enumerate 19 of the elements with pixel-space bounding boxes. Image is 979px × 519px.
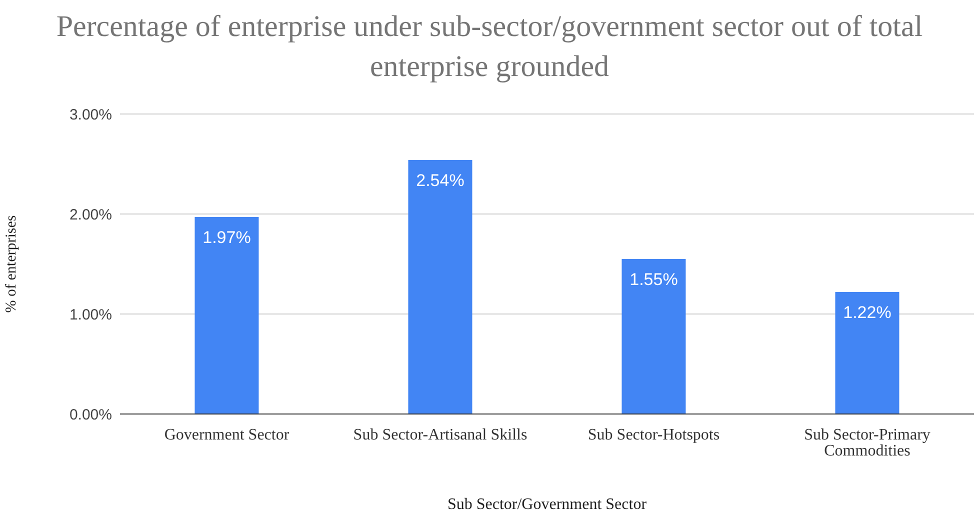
bar <box>835 292 900 414</box>
x-tick-label: Sub Sector-Hotspots <box>588 426 720 444</box>
y-axis-title: % of enterprises <box>3 215 20 313</box>
y-tick-label: 0.00% <box>69 406 112 424</box>
y-tick-label: 2.00% <box>69 206 112 224</box>
y-tick-label: 1.00% <box>69 306 112 324</box>
x-tick-label: Government Sector <box>164 426 290 444</box>
y-tick-label: 3.00% <box>69 106 112 124</box>
data-label: 1.55% <box>630 270 678 290</box>
bar <box>194 217 259 414</box>
data-label: 1.97% <box>202 228 251 248</box>
chart-title: Percentage of enterprise under sub-sector/government sector out of total enterprise grounded <box>55 9 924 85</box>
bar <box>622 259 686 414</box>
data-label: 1.22% <box>843 303 892 322</box>
x-tick-label: Sub Sector-Primary Commodities <box>804 426 930 460</box>
bar <box>408 160 472 414</box>
x-tick-label: Sub Sector-Artisanal Skills <box>353 426 528 444</box>
x-axis-title: Sub Sector/Government Sector <box>447 496 648 513</box>
data-label: 2.54% <box>416 171 464 190</box>
